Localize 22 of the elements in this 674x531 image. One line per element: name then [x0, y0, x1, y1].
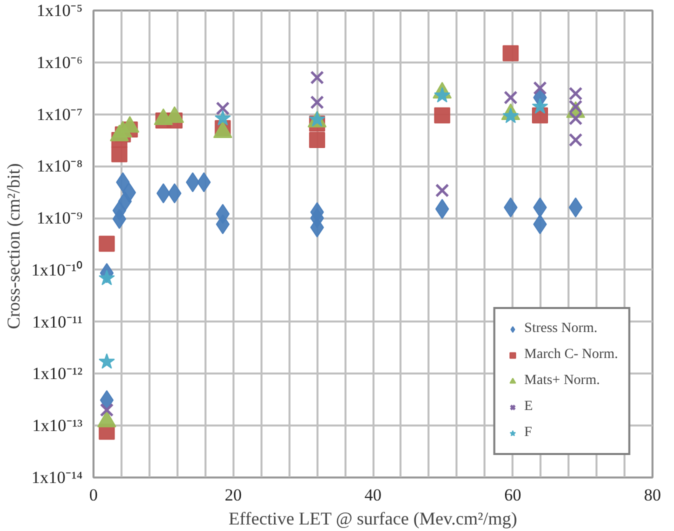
x-tick-label: 0 — [89, 486, 98, 504]
legend-label: Stress Norm. — [524, 321, 598, 337]
x-tick-label: 60 — [504, 486, 522, 504]
x-axis-title: Effective LET @ surface (Mev.cm²/mg) — [228, 508, 518, 528]
y-tick-label: 1x10⁻¹⁴ — [31, 468, 83, 487]
x-tick-label: 80 — [644, 486, 661, 504]
y-tick-label: 1x10⁻⁹ — [36, 208, 83, 228]
y-tick-label: 1x10⁻¹⁰ — [31, 260, 83, 280]
legend-label: E — [524, 399, 534, 415]
x-tick-label: 20 — [224, 486, 242, 504]
y-tick-label: 1x10⁻⁸ — [36, 156, 83, 176]
x-tick-label: 40 — [364, 486, 382, 504]
legend-label: F — [524, 425, 534, 441]
y-tick-label: 1x10⁻¹³ — [32, 416, 83, 436]
legend-label: March C- Norm. — [524, 347, 618, 363]
y-tick-label: 1x10⁻⁵ — [36, 1, 83, 20]
y-axis-title: Cross-section (cm²/bit) — [3, 163, 24, 330]
y-tick-label: 1x10⁻⁶ — [36, 52, 83, 72]
y-tick-label: 1x10⁻⁷ — [36, 104, 83, 124]
y-tick-label: 1x10⁻¹² — [32, 364, 83, 384]
legend-label: Mats+ Norm. — [524, 373, 600, 389]
y-tick-label: 1x10⁻¹¹ — [32, 312, 83, 332]
